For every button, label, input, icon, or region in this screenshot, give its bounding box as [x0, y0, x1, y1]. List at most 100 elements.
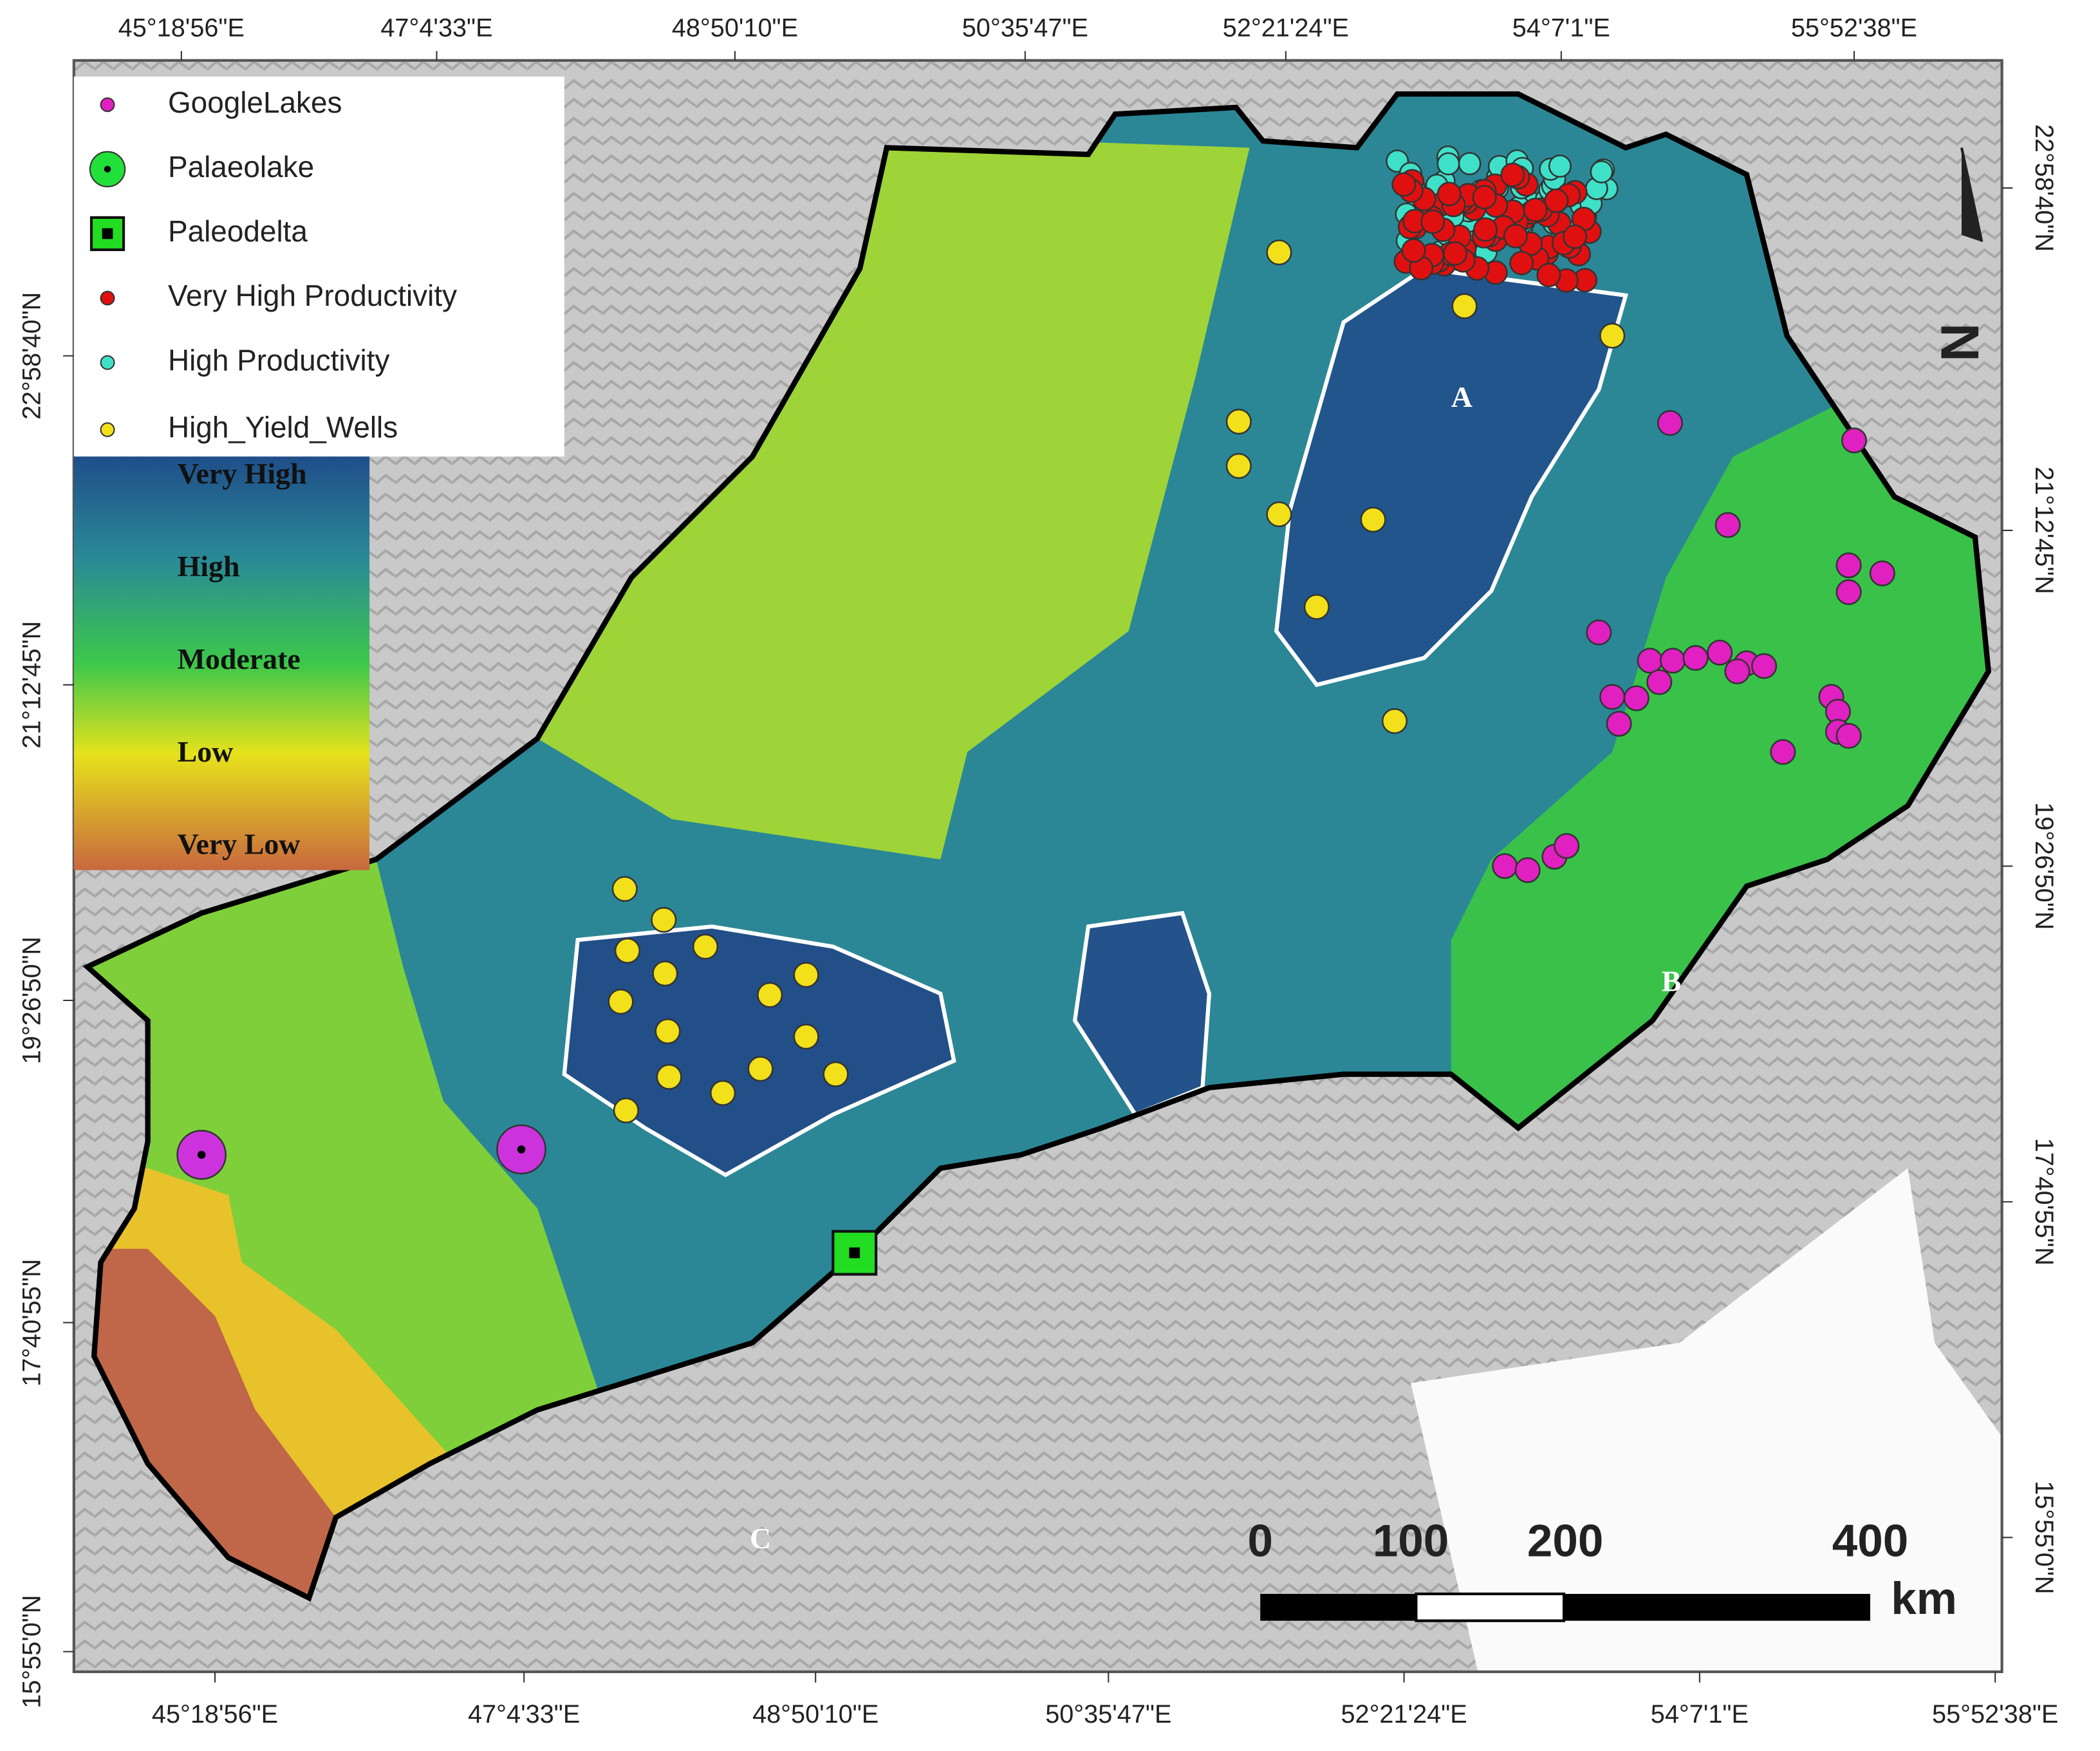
colorbar-label: Very High [178, 457, 307, 490]
very-high-productivity-point [1523, 198, 1548, 223]
very-high-productivity-point [1473, 217, 1498, 242]
colorbar-label: Low [178, 735, 234, 768]
legend-label: Very High Productivity [168, 279, 457, 312]
top-axis-label: 47°4'33"E [380, 14, 492, 42]
high-yield-well [614, 937, 640, 964]
google-lake [1586, 619, 1612, 646]
high-yield-well [793, 962, 819, 988]
high-yield-well [1266, 501, 1292, 527]
top-axis-label: 54°7'1"E [1512, 14, 1610, 42]
sea [1411, 1168, 2002, 1672]
high-productivity-point [1590, 160, 1613, 183]
high-yield-well [1381, 708, 1408, 735]
google-lake [1714, 512, 1741, 538]
google-lake [1770, 739, 1796, 765]
top-axis-label: 50°35'47"E [962, 14, 1088, 42]
high-yield-well [747, 1056, 774, 1082]
google-lake [1835, 723, 1862, 749]
bottom-axis-label: 50°35'47"E [1045, 1700, 1171, 1728]
top-axis-label: 52°21'24"E [1223, 14, 1349, 42]
high-yield-well [652, 960, 678, 987]
bottom-axis-label: 47°4'33"E [468, 1700, 580, 1728]
right-axis-label: 19°26'50"N [2030, 802, 2058, 930]
legend-symbol [104, 165, 111, 173]
google-lake [1606, 711, 1632, 737]
scale-segment [1415, 1592, 1566, 1622]
right-axis-label: 22°58'40"N [2030, 124, 2058, 252]
scale-segment [1260, 1593, 1417, 1621]
top-axis-label: 45°18'56"E [118, 14, 245, 42]
very-high-productivity-point [1563, 224, 1588, 249]
north-label: N [1929, 323, 1990, 362]
scale-segment [1564, 1593, 1871, 1621]
palaeolake-center [517, 1145, 526, 1154]
high-yield-well [1303, 594, 1330, 620]
google-lake [1646, 669, 1673, 695]
very-high-productivity-point [1503, 223, 1528, 248]
scale-unit: km [1891, 1573, 1957, 1624]
high-yield-well [1451, 293, 1478, 319]
left-axis-label: 21°12'45"N [18, 621, 46, 749]
legend-box [73, 76, 564, 457]
google-lake [1554, 833, 1580, 859]
very-high-productivity-point [1472, 185, 1497, 210]
google-lake [1637, 648, 1663, 674]
moderate-zone [537, 134, 1250, 859]
google-lake [1835, 552, 1862, 579]
high-yield-well [1599, 323, 1626, 349]
very-high-productivity-point [1420, 209, 1445, 234]
high-productivity-point [1548, 154, 1572, 178]
google-lake [1751, 653, 1778, 679]
very-high-productivity-point [1544, 188, 1569, 213]
legend-symbol [100, 290, 115, 306]
left-axis-label: 22°58'40"N [18, 292, 46, 420]
very-high-productivity-point [1436, 182, 1462, 207]
legend-label: High_Yield_Wells [168, 411, 398, 444]
paleodelta-center [849, 1247, 860, 1259]
colorbar-label: Moderate [178, 642, 301, 675]
high-yield-well [611, 876, 638, 902]
google-lake [1623, 685, 1649, 711]
legend-symbol [100, 97, 115, 113]
high-yield-well [1225, 408, 1252, 435]
google-lake [1835, 579, 1862, 605]
scale-label: 0 [1247, 1516, 1272, 1567]
high-yield-well [793, 1024, 819, 1050]
scale-bar [1260, 1592, 1871, 1622]
north-arrow [1960, 147, 1984, 242]
high-yield-well [822, 1061, 849, 1087]
left-axis-label: 17°40'55"N [18, 1259, 46, 1386]
very-high-productivity-point [1509, 250, 1534, 276]
google-lake [1492, 853, 1518, 879]
right-axis-label: 21°12'45"N [2030, 467, 2058, 594]
bottom-axis-label: 52°21'24"E [1341, 1700, 1467, 1728]
colorbar-label: Very Low [178, 828, 301, 861]
high-yield-well [608, 989, 634, 1015]
bottom-axis-label: 55°52'38"E [1932, 1700, 2058, 1728]
high-productivity-point [1436, 152, 1460, 176]
legend-symbol [100, 355, 115, 370]
right-axis-label: 17°40'55"N [2030, 1138, 2058, 1266]
very-high-zone [562, 924, 956, 1177]
scale-label: 400 [1832, 1516, 1908, 1567]
high-yield-well [651, 906, 677, 933]
google-lake [1682, 645, 1709, 671]
legend-symbol [102, 228, 113, 239]
bottom-axis-label: 54°7'1"E [1651, 1700, 1749, 1728]
very-high-productivity-point [1401, 238, 1426, 263]
top-axis-label: 55°52'38"E [1791, 14, 1917, 42]
google-lake [1724, 658, 1751, 684]
high-productivity-point [1458, 152, 1482, 176]
very-high-productivity-point [1500, 162, 1525, 187]
google-lake [1514, 857, 1541, 883]
scale-label: 200 [1527, 1516, 1603, 1567]
region-label: B [1662, 965, 1682, 998]
high-yield-well [692, 933, 719, 960]
left-axis-label: 15°55'0"N [18, 1595, 46, 1709]
google-lake [1660, 648, 1686, 674]
high-yield-well [710, 1080, 736, 1106]
legend-label: GoogleLakes [168, 86, 342, 119]
north-arrow-line [1960, 147, 1984, 242]
